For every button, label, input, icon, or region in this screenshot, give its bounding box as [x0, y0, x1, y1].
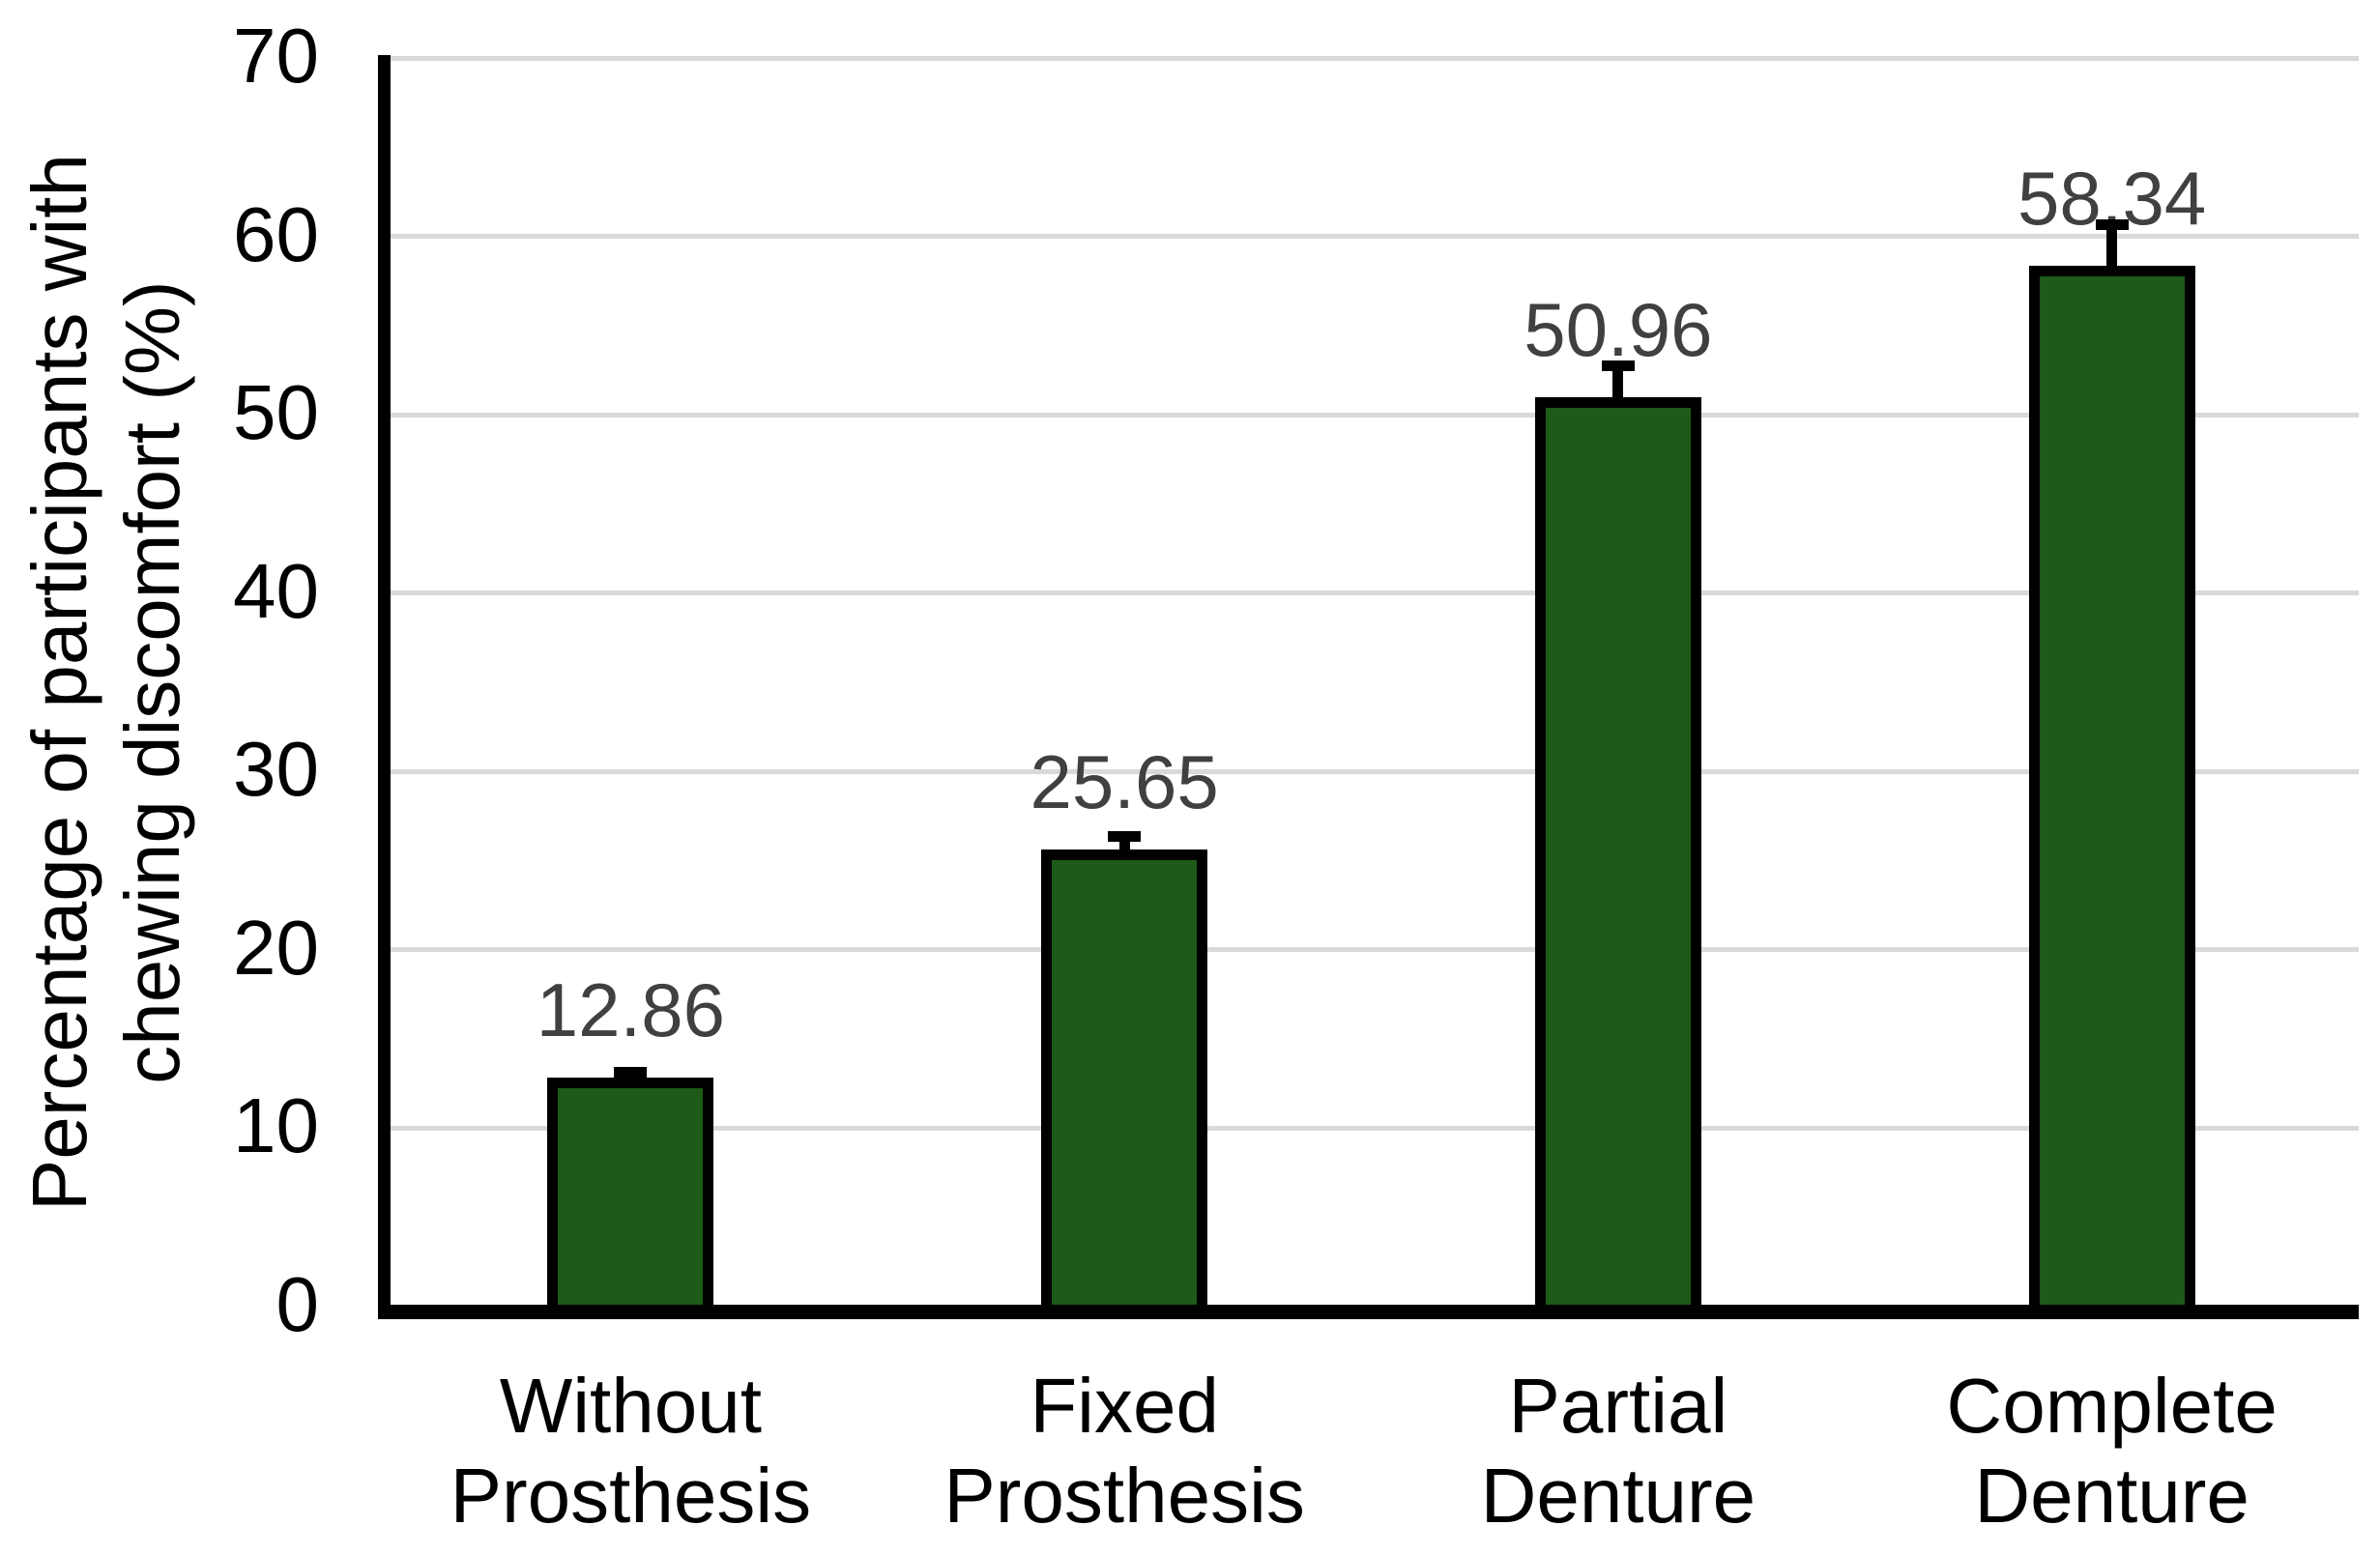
data-label: 12.86 — [536, 966, 725, 1052]
x-category-label: Fixed Prosthesis — [878, 1361, 1371, 1541]
y-axis-title-line-1: Percentage of participants with — [16, 154, 102, 1211]
data-label: 25.65 — [1030, 738, 1219, 824]
error-bar-cap — [2095, 219, 2129, 231]
data-label: 50.96 — [1524, 287, 1713, 373]
bar — [1534, 397, 1701, 1312]
y-tick-label: 20 — [233, 905, 319, 992]
x-axis-line — [378, 1305, 2359, 1319]
error-bar-cap — [1108, 831, 1142, 843]
gridline — [391, 412, 2359, 418]
y-axis-title-line-2: chewing discomfort (%) — [109, 280, 195, 1084]
x-category-label-line: Fixed — [1030, 1363, 1219, 1449]
error-bar-cap — [614, 1066, 648, 1078]
x-category-label: Complete Denture — [1866, 1361, 2359, 1541]
gridline — [391, 234, 2359, 240]
error-bar-line — [1612, 360, 1624, 400]
y-tick-label: 50 — [233, 369, 319, 456]
y-tick-label: 40 — [233, 547, 319, 634]
x-category-label-line: Denture — [1974, 1453, 2249, 1539]
error-bar-line — [2106, 219, 2118, 269]
x-category-label-line: Partial — [1508, 1363, 1728, 1449]
y-tick-label: 0 — [276, 1261, 320, 1348]
x-category-label-line: Without — [499, 1363, 762, 1449]
x-category-label: Partial Denture — [1372, 1361, 1865, 1541]
bar — [547, 1077, 714, 1312]
gridline — [391, 590, 2359, 596]
y-axis-line — [378, 55, 391, 1319]
x-category-label-line: Complete — [1946, 1363, 2278, 1449]
x-category-label-line: Prosthesis — [943, 1453, 1305, 1539]
bar — [2028, 266, 2195, 1312]
gridline — [391, 1125, 2359, 1131]
gridline — [391, 947, 2359, 953]
y-tick-label: 30 — [233, 726, 319, 813]
y-tick-label: 70 — [233, 13, 319, 100]
error-bar-cap — [1601, 360, 1635, 371]
gridline — [391, 768, 2359, 774]
y-tick-label: 10 — [233, 1082, 319, 1169]
x-category-label: Without Prosthesis — [384, 1361, 877, 1541]
gridline — [391, 55, 2359, 61]
y-axis-title: Percentage of participants with chewing … — [14, 154, 199, 1211]
bar — [1041, 849, 1208, 1312]
y-tick-label: 60 — [233, 190, 319, 277]
x-category-label-line: Prosthesis — [450, 1453, 812, 1539]
x-category-label-line: Denture — [1480, 1453, 1756, 1539]
